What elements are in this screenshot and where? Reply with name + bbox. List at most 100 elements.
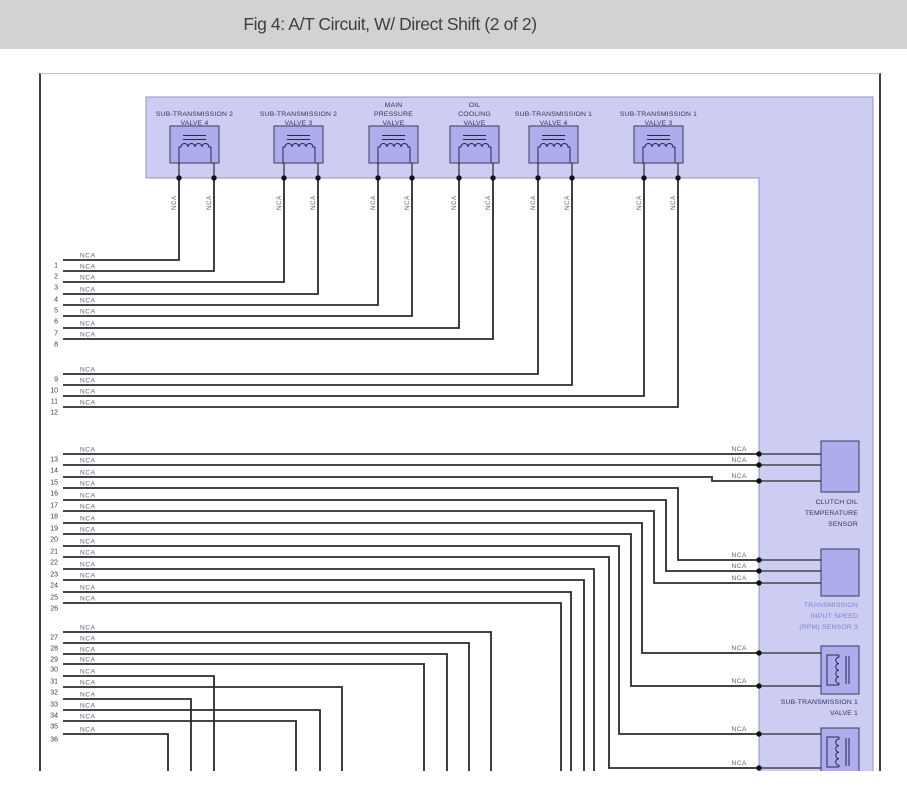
- pin-nca-label: NCA: [206, 195, 213, 210]
- row-number: 35: [50, 724, 58, 731]
- clutch-oil-temperature-sensor-label: TEMPERATURE: [805, 510, 858, 517]
- row-nca-label: NCA: [80, 636, 96, 643]
- row-number: 11: [51, 399, 58, 406]
- row-number: 7: [54, 331, 58, 338]
- clutch-oil-temperature-sensor-label: SENSOR: [828, 521, 858, 528]
- pin-nca-label: NCA: [731, 473, 747, 480]
- row-nca-label: NCA: [80, 692, 96, 699]
- row-number: 5: [54, 308, 58, 315]
- row-number: 14: [50, 468, 58, 475]
- pin-nca-label: NCA: [731, 575, 747, 582]
- solenoid-frame-icon: [826, 654, 839, 686]
- row-number: 27: [50, 635, 58, 642]
- row-number: 18: [50, 514, 58, 521]
- valve-label: VALVE 3: [285, 120, 313, 127]
- solenoid-coil-icon: [458, 143, 492, 163]
- row-number: 23: [50, 572, 58, 579]
- row-nca-label: NCA: [80, 714, 96, 721]
- row-number: 2: [54, 274, 58, 281]
- row-number: 13: [50, 457, 58, 464]
- pin-nca-label: NCA: [731, 678, 747, 685]
- valve-label: VALVE 4: [540, 120, 568, 127]
- valve-label: SUB-TRANSMISSION 2: [156, 111, 233, 118]
- wire-row-2: [63, 178, 215, 272]
- row-nca-label: NCA: [80, 573, 96, 580]
- row-nca-label: NCA: [80, 470, 96, 477]
- wire-row-4: [63, 178, 319, 295]
- row-number: 19: [50, 526, 58, 533]
- wire-row-18: [63, 510, 759, 584]
- row-number: 3: [54, 285, 58, 292]
- wire-row-11: [63, 178, 645, 397]
- row-number: 12: [50, 410, 58, 417]
- row-nca-label: NCA: [80, 378, 96, 385]
- wire-row-36: [63, 733, 169, 771]
- wire-row-17: [63, 499, 759, 572]
- solenoid-core: [542, 135, 565, 140]
- solenoid-coil-icon: [282, 143, 316, 163]
- row-number: 30: [50, 667, 58, 674]
- pin-dot: [375, 175, 381, 181]
- row-nca-label: NCA: [80, 657, 96, 664]
- wire-row-34: [63, 709, 321, 771]
- pin-nca-label: NCA: [670, 195, 677, 210]
- solenoid-core: [183, 135, 206, 140]
- pin-dot: [490, 175, 496, 181]
- wire-row-23: [63, 568, 595, 771]
- pin-dot: [409, 175, 415, 181]
- row-nca-label: NCA: [80, 516, 96, 523]
- wire-row-22: [63, 556, 759, 769]
- row-nca-label: NCA: [80, 647, 96, 654]
- row-nca-label: NCA: [80, 458, 96, 465]
- valve-label: SUB-TRANSMISSION 1: [515, 111, 592, 118]
- row-number: 1: [54, 263, 58, 270]
- pin-dot: [756, 580, 762, 586]
- solenoid-coil-icon: [178, 143, 212, 163]
- transmission-input-speed-rpm-sensor-3-label: (RPM) SENSOR 3: [799, 624, 858, 631]
- row-nca-label: NCA: [80, 389, 96, 396]
- wire-row-32: [63, 686, 343, 771]
- row-number: 8: [54, 342, 58, 349]
- row-number: 6: [54, 319, 58, 326]
- solenoid-coil-icon: [377, 143, 411, 163]
- pin-nca-label: NCA: [731, 760, 747, 767]
- pin-nca-label: NCA: [731, 552, 747, 559]
- row-nca-label: NCA: [80, 669, 96, 676]
- row-number: 28: [50, 646, 58, 653]
- row-number: 22: [50, 560, 58, 567]
- row-nca-label: NCA: [80, 625, 96, 632]
- wire-row-19: [63, 522, 759, 654]
- solenoid-core: [845, 656, 850, 684]
- pin-dot: [176, 175, 182, 181]
- wire-row-26: [63, 602, 562, 771]
- component-band: [145, 96, 874, 771]
- row-number: 4: [54, 297, 58, 304]
- valve-label: MAIN: [385, 102, 403, 109]
- pin-dot: [456, 175, 462, 181]
- row-nca-label: NCA: [80, 493, 96, 500]
- valve-label: VALVE 4: [181, 120, 209, 127]
- row-number: 29: [50, 657, 58, 664]
- valve-label: VALVE: [464, 120, 486, 127]
- row-number: 15: [50, 480, 58, 487]
- row-number: 31: [50, 679, 58, 686]
- row-number: 9: [54, 377, 58, 384]
- solenoid-coil-icon: [835, 737, 840, 767]
- row-nca-label: NCA: [80, 585, 96, 592]
- wire-row-29: [63, 653, 448, 771]
- valve-label: COOLING: [458, 111, 491, 118]
- pin-dot: [211, 175, 217, 181]
- sub-transmission-1-valve-1-label: VALVE 1: [830, 710, 858, 717]
- valve-label: OIL: [469, 102, 481, 109]
- wire-row-30: [63, 663, 425, 771]
- pin-nca-label: NCA: [276, 195, 283, 210]
- pin-nca-label: NCA: [530, 195, 537, 210]
- row-nca-label: NCA: [80, 562, 96, 569]
- wire-row-12: [63, 178, 679, 408]
- row-number: 33: [50, 702, 58, 709]
- wire-row-16: [63, 487, 759, 561]
- pin-nca-label: NCA: [731, 645, 747, 652]
- row-number: 17: [50, 503, 58, 510]
- solenoid-core: [845, 738, 850, 766]
- row-nca-label: NCA: [80, 539, 96, 546]
